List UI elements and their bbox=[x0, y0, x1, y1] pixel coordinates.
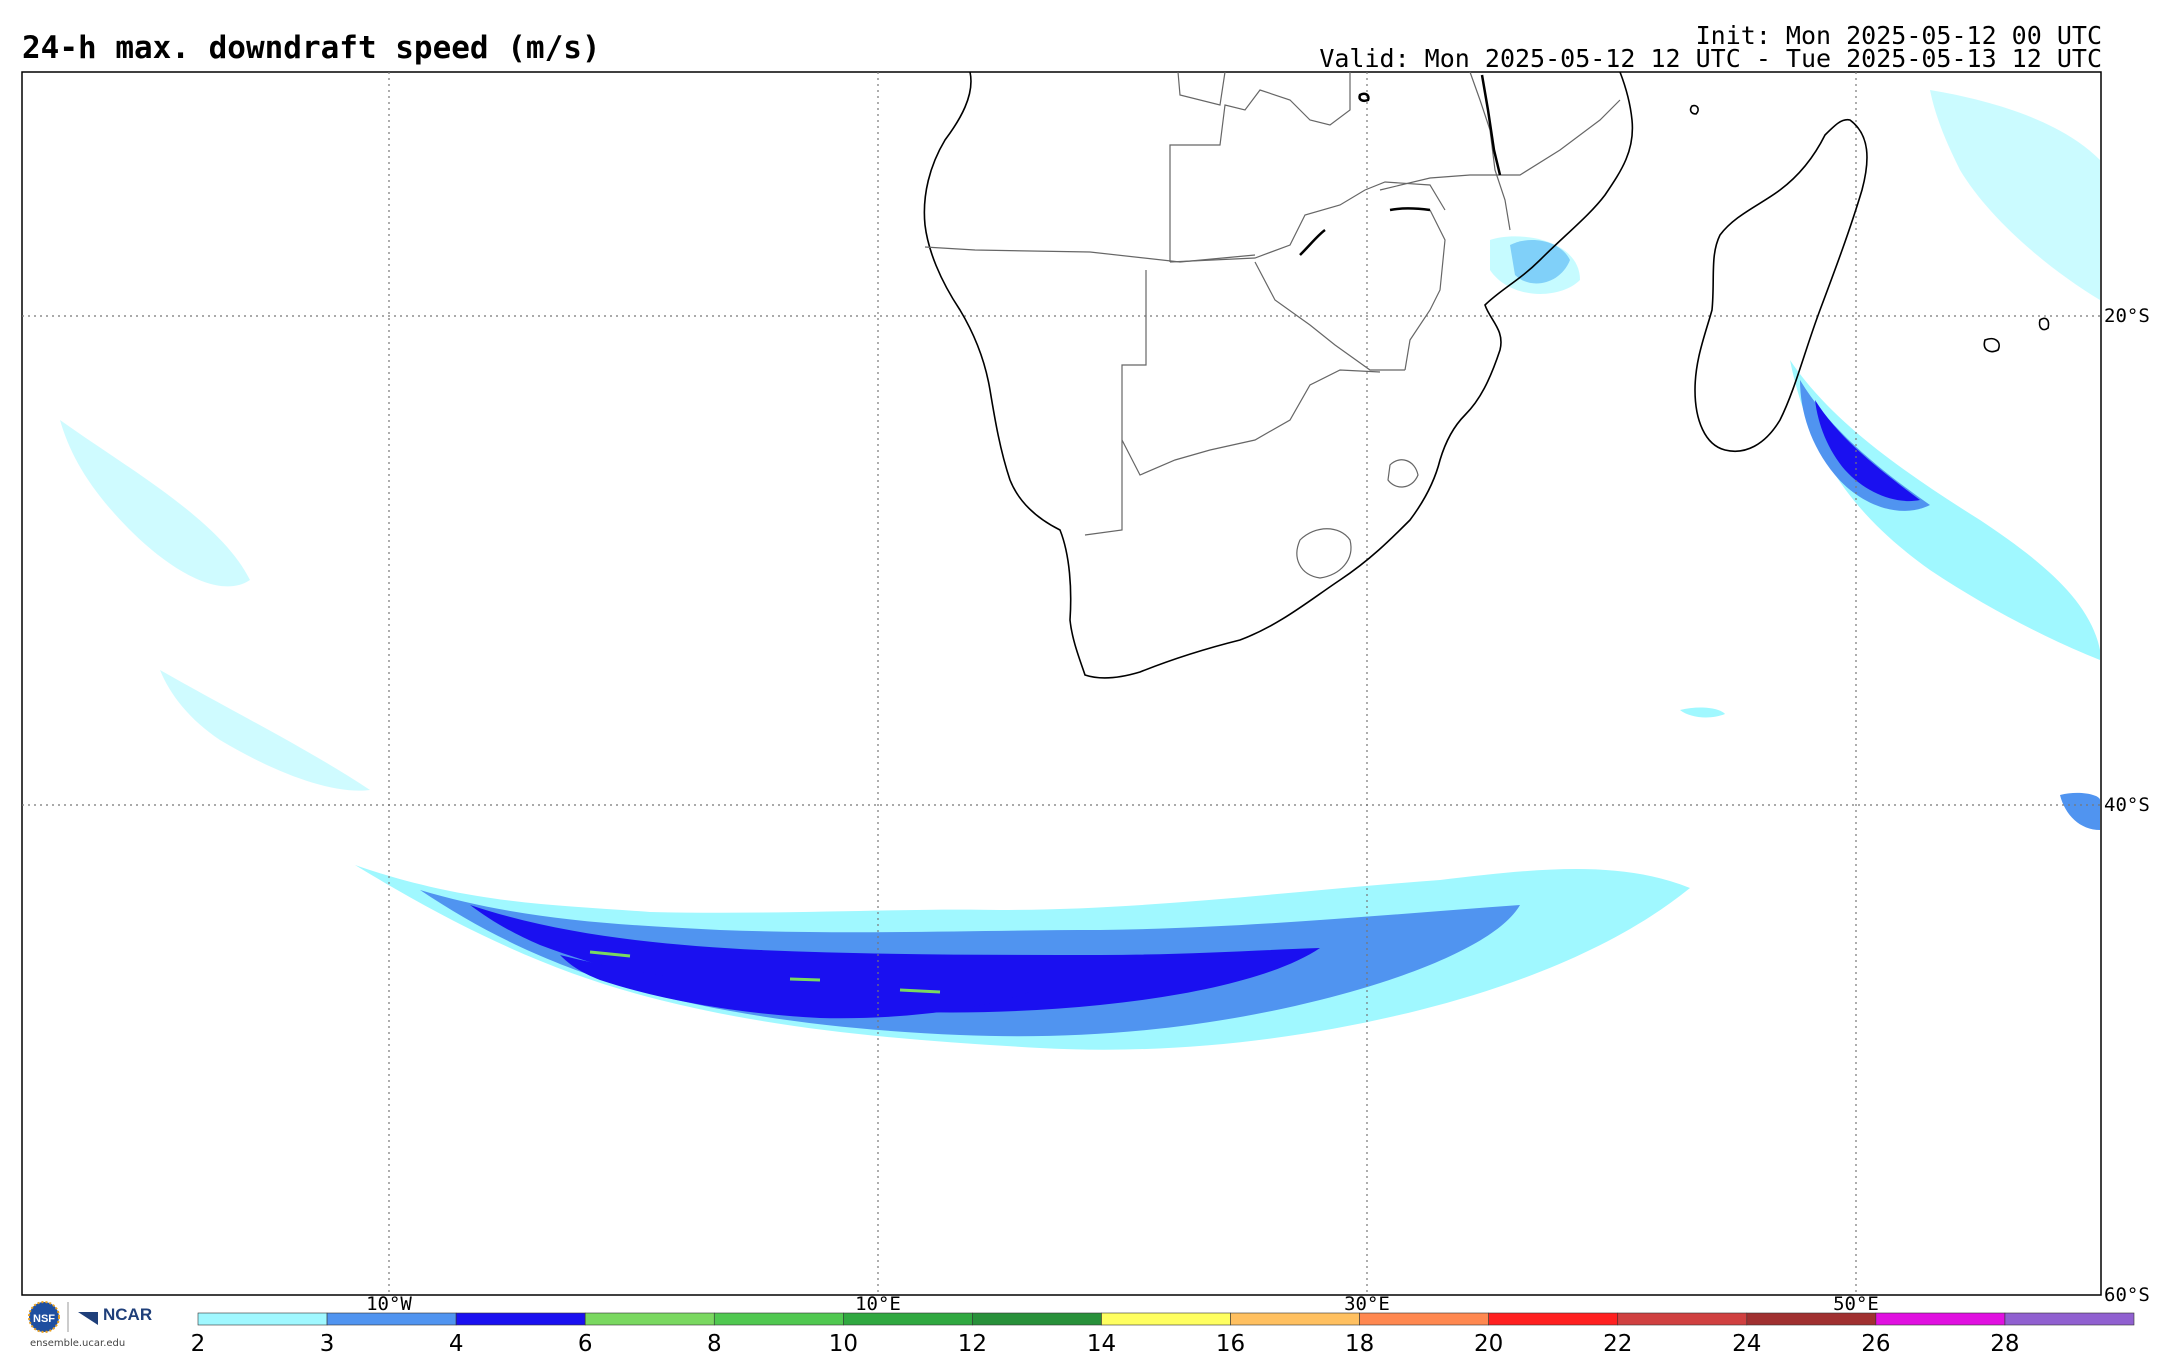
colorbar-swatch bbox=[1359, 1312, 1489, 1326]
colorbar-tick-label: 3 bbox=[320, 1331, 335, 1354]
colorbar-swatch bbox=[1617, 1312, 1748, 1326]
colorbar-tick-label: 8 bbox=[707, 1331, 722, 1354]
colorbar-tick-label: 20 bbox=[1474, 1331, 1503, 1354]
colorbar: 2 3 4 6 8 10 12 14 16 18 20 22 24 26 28 bbox=[191, 1312, 2135, 1354]
field-green-streak bbox=[899, 988, 941, 994]
colorbar-swatch bbox=[1488, 1312, 1619, 1326]
colorbar-tick-label: 14 bbox=[1087, 1331, 1116, 1354]
valid-time: Valid: Mon 2025-05-12 12 UTC - Tue 2025-… bbox=[1319, 44, 2102, 73]
field-w-sparse bbox=[60, 420, 250, 587]
colorbar-swatch bbox=[1875, 1312, 2006, 1326]
colorbar-swatch bbox=[197, 1312, 328, 1326]
field-small-cloud bbox=[1680, 707, 1725, 718]
lakes bbox=[1299, 74, 1502, 256]
coastlines bbox=[923, 71, 2050, 679]
field-east-40s bbox=[2060, 792, 2100, 830]
colorbar-swatch bbox=[843, 1312, 973, 1326]
colorbar-tick-label: 18 bbox=[1345, 1331, 1374, 1354]
border-namibia-botswana bbox=[1084, 270, 1147, 536]
field-sw-sparse bbox=[160, 670, 370, 791]
island-mauritius bbox=[2038, 317, 2050, 331]
colorbar-swatch bbox=[326, 1312, 457, 1326]
plot-title: 24-h max. downdraft speed (m/s) bbox=[22, 30, 601, 66]
nsf-logo-icon: NSF bbox=[28, 1301, 60, 1333]
africa-coastline bbox=[923, 71, 1634, 679]
field-band-dark-2 bbox=[560, 955, 1030, 1019]
field-madagascar-plume-dark bbox=[1815, 400, 1920, 502]
colorbar-tick-label: 12 bbox=[958, 1331, 987, 1354]
colorbar-swatch bbox=[2004, 1312, 2135, 1326]
colorbar-tick-label: 2 bbox=[191, 1331, 206, 1354]
lake-kariba bbox=[1299, 228, 1326, 256]
colorbar-swatch bbox=[713, 1312, 844, 1326]
field-ne-sparse bbox=[1930, 90, 2100, 300]
colorbar-tick-label: 22 bbox=[1603, 1331, 1632, 1354]
border-botswana-sa bbox=[1121, 369, 1381, 476]
colorbar-swatch bbox=[972, 1312, 1102, 1326]
downdraft-field bbox=[60, 90, 2100, 1050]
colorbar-swatch bbox=[1230, 1312, 1360, 1326]
lat-labels: 20°S 40°S 60°S bbox=[2104, 305, 2150, 1306]
madagascar-coastline bbox=[1694, 118, 1868, 452]
lon-label-10e: 10°E bbox=[855, 1293, 901, 1315]
lon-label-50e: 50°E bbox=[1833, 1293, 1879, 1315]
border-zimbabwe-sa bbox=[1254, 261, 1405, 371]
colorbar-swatch bbox=[1101, 1312, 1231, 1326]
island-comoros bbox=[1689, 104, 1699, 115]
init-time: Init: Mon 2025-05-12 00 UTC bbox=[1695, 21, 2102, 50]
border-lesotho bbox=[1296, 528, 1352, 579]
colorbar-swatch bbox=[584, 1312, 715, 1326]
gridlines bbox=[22, 72, 2101, 1295]
border-mozambique-west bbox=[1404, 209, 1446, 371]
border-malawi bbox=[1469, 71, 1511, 231]
field-green-streak bbox=[589, 950, 631, 958]
field-madagascar-plume-light bbox=[1790, 360, 2100, 660]
colorbar-tick-label: 26 bbox=[1861, 1331, 1890, 1354]
lake-malawi bbox=[1480, 74, 1502, 176]
lon-label-10w: 10°W bbox=[366, 1293, 412, 1315]
island-reunion bbox=[1983, 337, 2000, 353]
ncar-logo-text: NCAR bbox=[103, 1305, 153, 1324]
colorbar-swatch bbox=[1746, 1312, 1877, 1326]
border-tanzania-mozambique bbox=[1379, 99, 1621, 191]
map-frame bbox=[21, 71, 2102, 1296]
colorbar-tick-label: 10 bbox=[829, 1331, 858, 1354]
colorbar-tick-label: 6 bbox=[578, 1331, 593, 1354]
colorbar-swatch bbox=[455, 1312, 586, 1326]
field-green-streak bbox=[789, 977, 821, 982]
lake-cahora-bassa bbox=[1389, 207, 1431, 212]
border-congo bbox=[1177, 71, 1226, 106]
lon-label-30e: 30°E bbox=[1344, 1293, 1390, 1315]
lake-bangweulu bbox=[1358, 92, 1370, 103]
lat-label-60s: 60°S bbox=[2104, 1284, 2150, 1306]
border-zambia-north bbox=[1169, 72, 1351, 262]
borders bbox=[924, 71, 1621, 579]
colorbar-tick-label: 4 bbox=[449, 1331, 464, 1354]
lat-label-20s: 20°S bbox=[2104, 305, 2150, 327]
ncar-logo-icon bbox=[78, 1312, 98, 1325]
lat-label-40s: 40°S bbox=[2104, 794, 2150, 816]
border-eswatini bbox=[1387, 459, 1419, 488]
logo-url: ensemble.ucar.edu bbox=[30, 1338, 126, 1349]
svg-text:NSF: NSF bbox=[33, 1313, 55, 1325]
colorbar-tick-label: 28 bbox=[1990, 1331, 2019, 1354]
border-namibia-angola bbox=[924, 246, 1256, 263]
border-zambia-zimbabwe bbox=[1169, 181, 1446, 263]
lon-labels: 10°W 10°E 30°E 50°E bbox=[366, 1293, 1879, 1315]
colorbar-tick-label: 24 bbox=[1732, 1331, 1761, 1354]
colorbar-tick-label: 16 bbox=[1216, 1331, 1245, 1354]
